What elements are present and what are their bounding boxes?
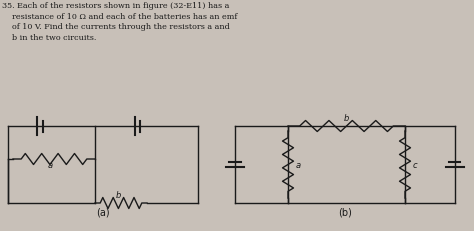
Text: (a): (a) [96,207,110,217]
Text: a: a [296,160,301,169]
Text: b: b [344,113,349,122]
Text: 35. Each of the resistors shown in figure (32-E11) has a
    resistance of 10 Ω : 35. Each of the resistors shown in figur… [2,2,237,42]
Text: b: b [116,190,121,199]
Text: a: a [47,160,53,169]
Text: (b): (b) [338,207,352,217]
Text: c: c [413,160,418,169]
